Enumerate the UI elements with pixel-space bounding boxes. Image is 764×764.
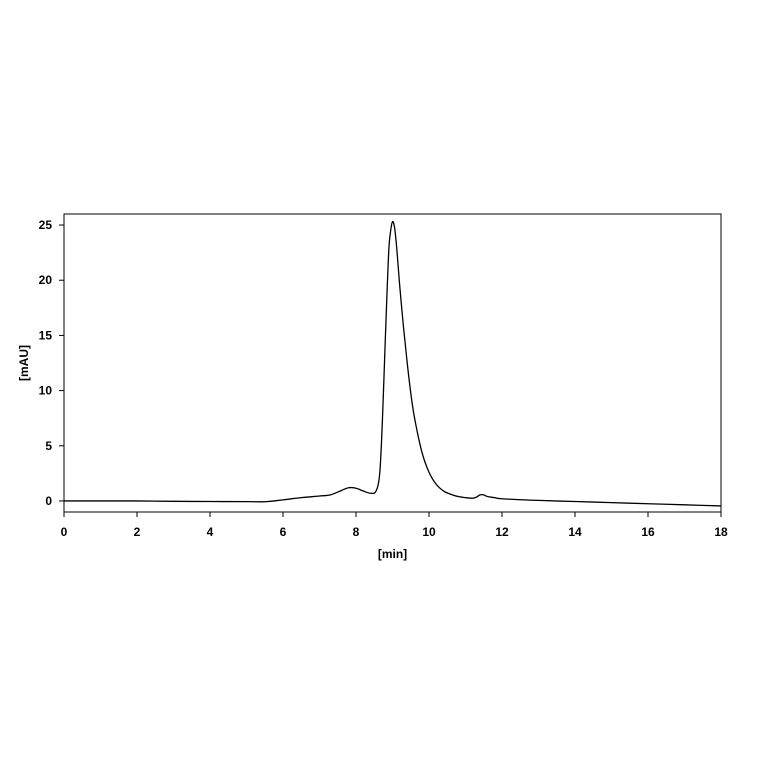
- y-tick-label: 5: [45, 439, 52, 453]
- x-tick-label: 14: [568, 525, 582, 539]
- x-tick-label: 8: [353, 525, 360, 539]
- y-tick-label: 15: [39, 328, 53, 342]
- x-tick-label: 10: [422, 525, 436, 539]
- series-layer: [63, 220, 722, 507]
- plot-frame: [63, 213, 722, 513]
- x-tick-label: 16: [641, 525, 655, 539]
- y-axis-title: [mAU]: [17, 345, 31, 381]
- x-tick-label: 4: [207, 525, 214, 539]
- x-tick-label: 2: [134, 525, 141, 539]
- series-line: [63, 220, 722, 507]
- x-tick-label: 18: [714, 525, 728, 539]
- plot-frame-layer: [63, 213, 722, 513]
- y-axis: 0 5 10 15 20 25: [39, 218, 64, 508]
- y-tick-label: 20: [39, 273, 53, 287]
- x-axis-title: [min]: [378, 547, 407, 561]
- x-tick-label: 6: [280, 525, 287, 539]
- y-tick-label: 25: [39, 218, 53, 232]
- x-tick-label: 0: [61, 525, 68, 539]
- x-axis: 0 2 4 6 8 10 12 14 16 18: [61, 512, 728, 539]
- y-tick-label: 0: [45, 494, 52, 508]
- x-tick-label: 12: [495, 525, 509, 539]
- y-tick-label: 10: [39, 384, 53, 398]
